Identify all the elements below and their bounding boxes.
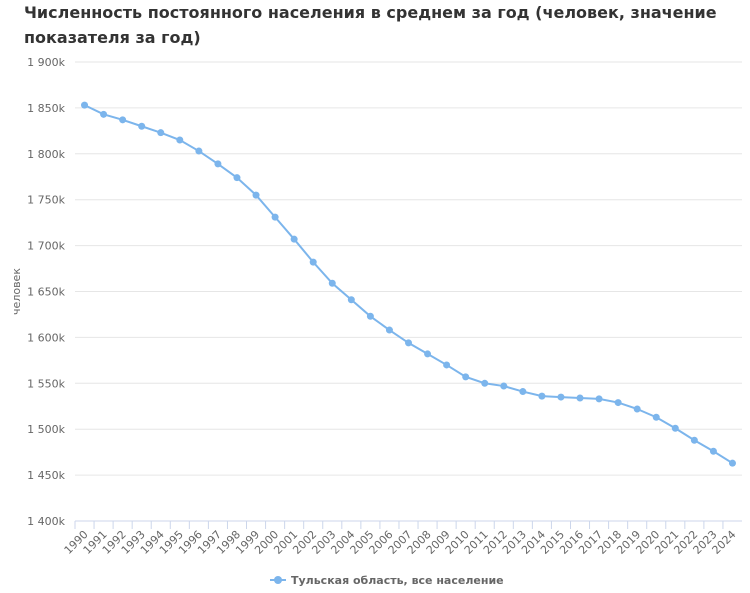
point	[405, 339, 412, 347]
point	[138, 122, 146, 130]
point	[290, 235, 298, 243]
point	[157, 129, 165, 137]
point	[119, 116, 127, 124]
legend-label: Тульская область, все население	[291, 574, 504, 587]
y-tick-label: 1 700k	[27, 240, 65, 253]
point	[481, 379, 489, 387]
point	[100, 110, 108, 118]
y-tick-label: 1 500k	[27, 423, 65, 436]
point	[328, 279, 336, 287]
point	[519, 388, 527, 396]
point	[347, 296, 355, 304]
point	[557, 393, 565, 401]
y-tick-label: 1 600k	[27, 331, 65, 344]
point	[81, 101, 89, 109]
point	[633, 405, 641, 413]
legend-marker	[274, 576, 282, 584]
point	[709, 447, 717, 455]
point	[538, 392, 546, 400]
point	[252, 191, 260, 199]
point	[728, 459, 736, 467]
point	[614, 399, 622, 407]
chart-title: Численность постоянного населения в сред…	[24, 3, 717, 47]
point	[671, 424, 679, 432]
y-tick-label: 1 800k	[27, 148, 65, 161]
y-tick-label: 1 900k	[27, 56, 65, 69]
point	[214, 160, 222, 168]
point	[500, 382, 508, 390]
y-tick-label: 1 750k	[27, 194, 65, 207]
point	[443, 361, 451, 369]
y-tick-label: 1 850k	[27, 102, 65, 115]
point	[424, 350, 432, 358]
point	[385, 326, 393, 334]
point	[233, 174, 241, 182]
point	[576, 394, 584, 402]
y-tick-label: 1 450k	[27, 469, 65, 482]
point	[176, 136, 184, 144]
point	[690, 436, 698, 444]
y-tick-label: 1 650k	[27, 286, 65, 299]
y-tick-label: 1 550k	[27, 377, 65, 390]
y-axis-label: человек	[10, 268, 23, 315]
y-tick-label: 1 400k	[27, 515, 65, 528]
point	[595, 395, 603, 403]
point	[271, 213, 279, 221]
point	[366, 312, 374, 320]
point	[652, 413, 660, 421]
point	[195, 147, 203, 155]
point	[309, 258, 317, 266]
point	[462, 373, 470, 381]
